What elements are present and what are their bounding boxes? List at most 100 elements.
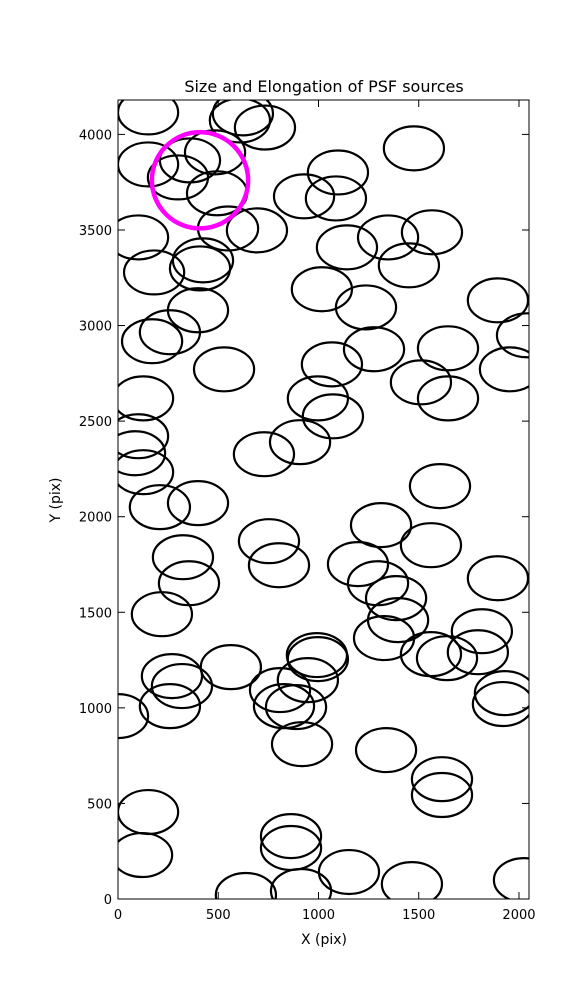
source-ellipse (168, 245, 232, 292)
source-ellipse (232, 431, 296, 478)
source-ellipse (410, 771, 474, 819)
source-ellipse (122, 249, 186, 296)
source-ellipse (128, 484, 192, 531)
highlight-circle (149, 129, 251, 231)
source-ellipse (346, 560, 410, 607)
source-ellipse (377, 242, 441, 289)
y-tick-label: 3500 (79, 224, 112, 239)
x-tick-label: 0 (114, 908, 122, 923)
source-ellipse (473, 670, 529, 717)
source-ellipse (450, 608, 514, 655)
source-ellipse (415, 635, 479, 682)
source-ellipse (118, 449, 175, 496)
source-ellipse (301, 393, 365, 440)
source-ellipse (408, 463, 472, 510)
source-ellipse (270, 721, 334, 768)
source-ellipse (130, 591, 194, 638)
source-ellipse (183, 129, 247, 176)
source-ellipse (416, 325, 480, 372)
source-ellipse (264, 684, 328, 731)
source-ellipse (290, 266, 354, 313)
source-ellipse (492, 857, 529, 899)
source-ellipse (118, 214, 170, 261)
source-ellipse (120, 318, 184, 365)
source-ellipse (199, 644, 263, 691)
source-ellipse (157, 560, 221, 607)
source-ellipse (389, 359, 453, 406)
plot-area (118, 100, 529, 899)
source-ellipse (352, 615, 416, 662)
source-ellipse (356, 214, 420, 261)
source-ellipse (400, 209, 464, 256)
source-ellipse (495, 312, 529, 359)
source-ellipse (416, 375, 480, 422)
source-ellipse (225, 207, 289, 254)
source-ellipse (118, 100, 180, 136)
source-ellipse (315, 224, 379, 271)
y-tick-label: 500 (87, 797, 112, 812)
source-ellipse (306, 149, 370, 196)
source-ellipse (268, 419, 332, 466)
source-ellipse (342, 326, 406, 373)
y-axis-label: Y (pix) (48, 478, 64, 524)
source-ellipse (151, 534, 215, 581)
source-ellipse (410, 756, 474, 803)
source-ellipse (326, 541, 390, 588)
source-ellipse (300, 341, 364, 388)
y-tick-label: 3000 (79, 320, 112, 335)
source-ellipse (248, 666, 312, 714)
source-ellipse (334, 284, 398, 331)
x-tick-label: 500 (206, 908, 231, 923)
source-ellipse (304, 175, 368, 222)
source-ellipse (138, 309, 202, 356)
y-tick-label: 1000 (79, 702, 112, 717)
y-tick-label: 0 (104, 893, 112, 908)
source-ellipse (446, 629, 510, 676)
source-ellipse (211, 100, 275, 137)
source-ellipse (118, 141, 180, 188)
source-ellipse (118, 375, 175, 422)
source-ellipse (138, 683, 202, 730)
source-ellipse (259, 824, 323, 872)
source-ellipse (233, 104, 297, 151)
y-tick-label: 2000 (79, 511, 112, 526)
source-ellipse (286, 636, 350, 683)
source-ellipse (471, 680, 529, 728)
source-ellipse (349, 502, 413, 549)
source-ellipse (259, 813, 323, 860)
plot-frame (117, 99, 530, 900)
source-ellipse (237, 518, 301, 565)
x-tick-label: 1000 (302, 908, 335, 923)
source-ellipse (140, 653, 204, 700)
source-ellipse (317, 848, 381, 896)
source-ellipse (118, 831, 174, 879)
y-tick-label: 1500 (79, 606, 112, 621)
source-ellipse (118, 788, 180, 836)
source-ellipse (118, 430, 167, 477)
source-ellipse (399, 522, 463, 569)
source-ellipse (269, 867, 333, 899)
y-tick-label: 4000 (79, 128, 112, 143)
x-axis-label: X (pix) (301, 932, 347, 948)
source-ellipse (192, 346, 256, 393)
source-ellipse (214, 871, 278, 899)
x-tick-label: 1500 (402, 908, 435, 923)
chart-title: Size and Elongation of PSF sources (184, 77, 463, 96)
source-ellipse (466, 555, 529, 602)
y-tick-label: 2500 (79, 415, 112, 430)
source-ellipse (247, 542, 311, 589)
source-ellipse (150, 662, 214, 710)
source-ellipse (276, 657, 340, 704)
source-ellipse (364, 575, 428, 622)
source-ellipse (118, 692, 150, 740)
x-tick-label: 2000 (502, 908, 535, 923)
source-ellipse (166, 480, 230, 527)
source-ellipse (171, 237, 235, 284)
source-ellipse (118, 413, 170, 460)
source-ellipse (208, 100, 272, 144)
source-ellipse (466, 277, 529, 324)
source-ellipse (354, 727, 418, 774)
source-ellipse (380, 861, 444, 899)
source-ellipse (478, 346, 529, 393)
